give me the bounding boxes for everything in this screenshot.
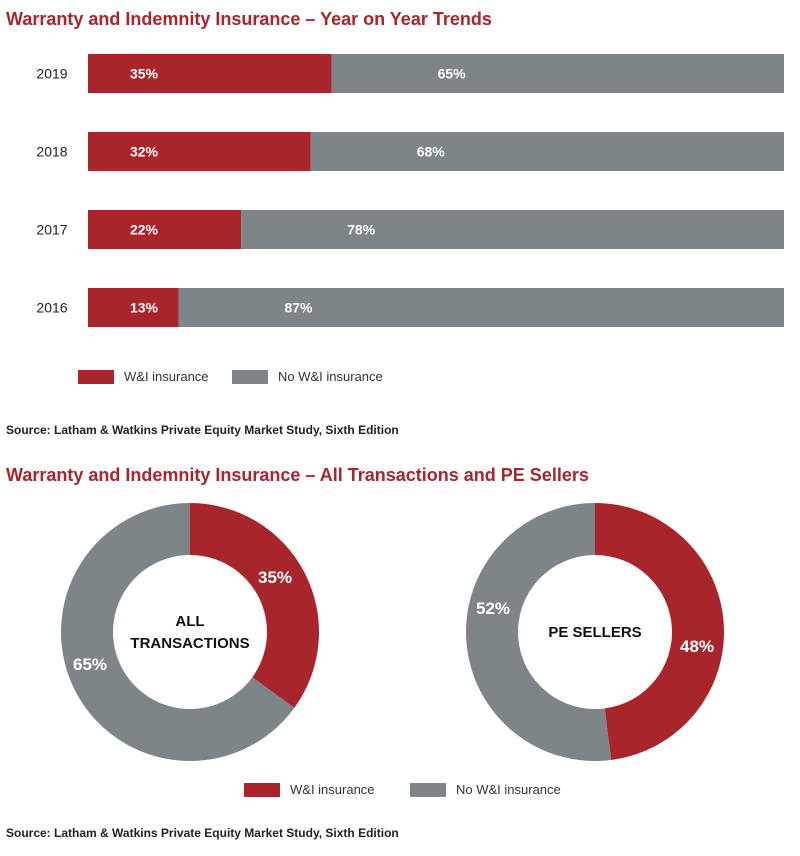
legend-label-wi: W&I insurance [290,782,375,797]
bar-data-label: 32% [130,144,159,160]
y-tick-label: 2019 [36,66,67,82]
stacked-bar-chart: 2019 35% 65% 2018 32% 68% 2017 22% 78% 2016 13% 87% [36,54,785,327]
donut-data-label: 65% [73,655,107,674]
donut-data-label: 52% [476,599,510,618]
donut-data-label: 35% [258,568,292,587]
donut-center-label: ALL [175,613,204,630]
legend-swatch-no-wi [410,782,446,797]
bar-segment-no-wi [178,288,785,327]
legend-swatch-wi [244,782,280,797]
legend-swatch-wi [78,369,114,384]
bar-segment-no-wi [310,132,784,171]
bar-legend-wi: W&I insurance [78,369,209,384]
legend-label-no-wi: No W&I insurance [456,782,561,797]
bar-segment-no-wi [331,54,784,93]
y-tick-label: 2018 [36,144,67,160]
bar-data-label: 87% [284,300,313,316]
bar-legend-no-wi: No W&I insurance [232,369,383,384]
donut-chart-source: Source: Latham & Watkins Private Equity … [6,826,399,840]
donut-center-label: TRANSACTIONS [130,635,249,652]
donut-slice-wi [190,503,319,708]
bar-segment-wi [88,132,311,171]
bar-data-label: 68% [417,144,446,160]
bar-chart-title: Warranty and Indemnity Insurance – Year … [6,9,492,29]
donut-legend-no-wi: No W&I insurance [410,782,561,797]
donut-data-label: 48% [680,637,714,656]
bar-segment-wi [88,54,332,93]
legend-label-no-wi: No W&I insurance [278,369,383,384]
bar-data-label: 65% [438,66,467,82]
bar-data-label: 35% [130,66,159,82]
bar-data-label: 22% [130,222,159,238]
donut-legend-wi: W&I insurance [244,782,375,797]
bar-chart-source: Source: Latham & Watkins Private Equity … [6,423,399,437]
donut-charts: 35% 65% ALL TRANSACTIONS 48% 52% PE SELLERS [60,503,724,761]
bar-data-label: 78% [347,222,376,238]
bar-segment-wi [88,210,242,249]
bar-segment-no-wi [241,210,784,249]
donut-center-label: PE SELLERS [548,624,641,641]
bar-segment-wi [88,288,179,327]
legend-label-wi: W&I insurance [124,369,209,384]
donut-slice-wi [595,503,724,760]
donut-slice-no-wi [60,503,295,761]
legend-swatch-no-wi [232,369,268,384]
bar-data-label: 13% [130,300,159,316]
donut-charts-title: Warranty and Indemnity Insurance – All T… [6,465,589,485]
y-tick-label: 2016 [36,300,67,316]
donut-slice-no-wi [465,503,612,761]
y-tick-label: 2017 [36,222,67,238]
